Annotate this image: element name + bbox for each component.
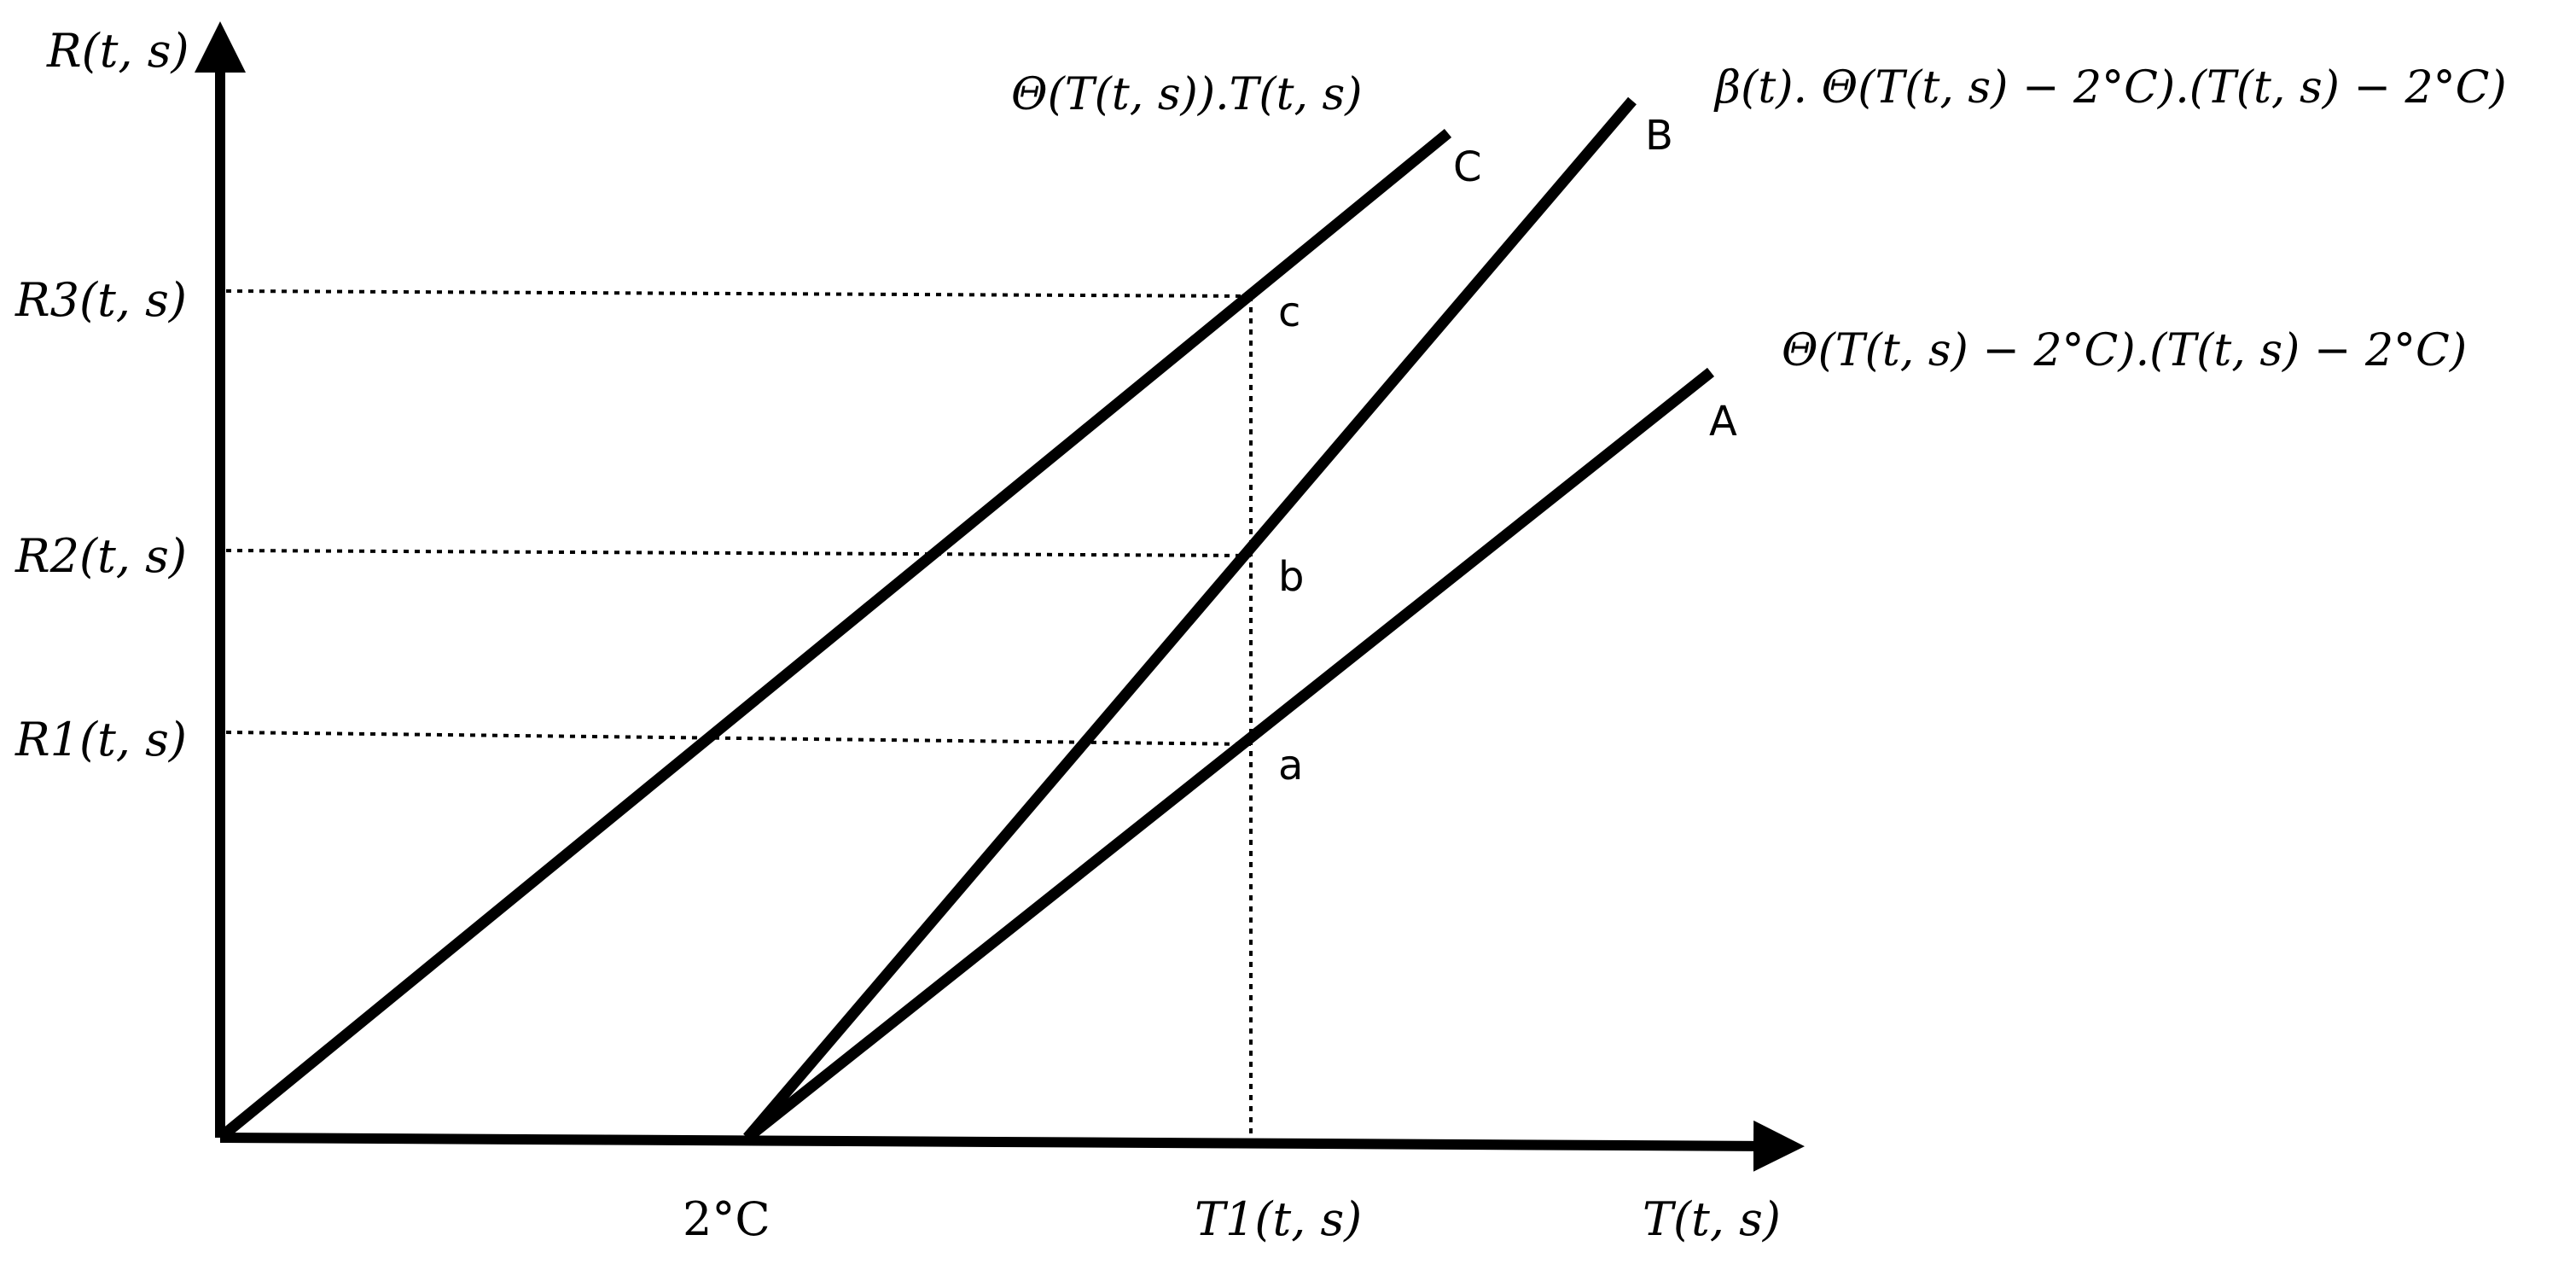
guide-r2 <box>225 549 1252 557</box>
curve-b <box>743 96 1637 1142</box>
x-axis-label: T(t, s) <box>1643 1192 1781 1246</box>
curve-a <box>743 367 1715 1143</box>
formula-c: Θ(T(t, s)).T(t, s) <box>1011 69 1363 120</box>
curve-letter-a: A <box>1709 398 1737 446</box>
x-tick-2c: 2°C <box>683 1192 770 1246</box>
point-label-a: a <box>1278 742 1303 789</box>
y-tick-r1: R1(t, s) <box>15 713 187 766</box>
point-label-b: b <box>1278 553 1304 601</box>
point-label-c: c <box>1278 288 1300 336</box>
x-axis <box>219 1120 1805 1172</box>
curve-letter-c: C <box>1453 143 1482 191</box>
y-axis-label: R(t, s) <box>46 24 189 78</box>
guide-r3 <box>225 289 1252 298</box>
formula-b: β(t). Θ(T(t, s) − 2°C).(T(t, s) − 2°C) <box>1713 62 2507 114</box>
curve-c <box>216 128 1452 1143</box>
formula-a: Θ(T(t, s) − 2°C).(T(t, s) − 2°C) <box>1782 325 2467 376</box>
y-tick-r3: R3(t, s) <box>15 273 187 327</box>
guide-r1 <box>225 731 1252 746</box>
y-tick-r2: R2(t, s) <box>15 529 187 583</box>
x-tick-t1: T1(t, s) <box>1195 1192 1362 1246</box>
curve-letter-b: B <box>1645 112 1673 160</box>
